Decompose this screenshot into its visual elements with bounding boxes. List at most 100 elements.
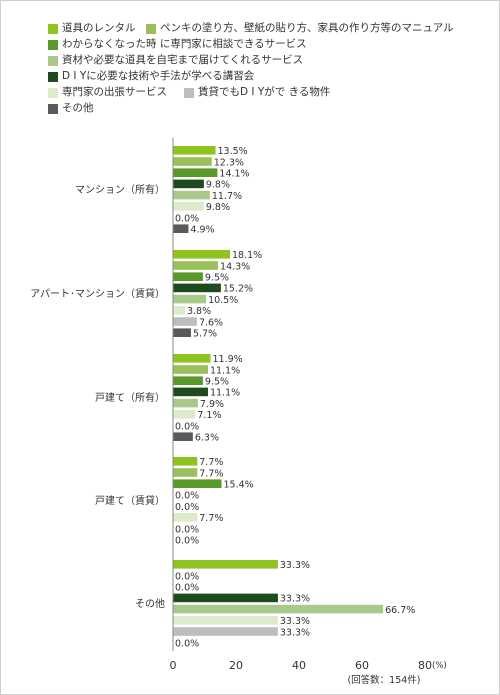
legend-swatch (48, 55, 58, 66)
data-label: 14.3% (220, 261, 250, 272)
legend-swatch (146, 23, 156, 34)
data-label: 0.0% (175, 421, 199, 432)
bar (173, 479, 222, 488)
data-label: 10.5% (208, 295, 238, 306)
bar (173, 306, 185, 315)
legend-label: わからなくなった時 に専門家に相談できるサービス (62, 38, 307, 50)
legend-label: ペンキの塗り方、壁紙の貼り方、家具の作り方等のマニュアル (160, 22, 454, 34)
x-tick-label: 20 (229, 659, 243, 672)
bar (173, 168, 218, 177)
bar (173, 250, 231, 259)
category-label: その他 (135, 597, 165, 610)
bar (173, 354, 211, 363)
legend-label: 道具のレンタル (62, 22, 136, 34)
data-label: 14.1% (219, 169, 249, 180)
data-label: 4.9% (190, 225, 214, 236)
bar (173, 261, 219, 270)
bar (173, 627, 278, 636)
bar (173, 560, 278, 569)
x-axis-unit: (%) (432, 661, 447, 671)
data-label: 3.8% (187, 306, 211, 317)
data-label: 9.8% (206, 202, 230, 213)
legend-swatch (48, 103, 58, 114)
legend-item-delivery: 資材や必要な道具を自宅まで届けてくれるサービス (48, 54, 303, 67)
legend-label: 賃貸でもD I Yがで きる物件 (198, 86, 331, 98)
legend-item-rental-property: 賃貸でもD I Yがで きる物件 (184, 86, 330, 99)
data-label: 7.7% (199, 468, 223, 479)
legend-item-consult: わからなくなった時 に専門家に相談できるサービス (48, 38, 307, 51)
bar (173, 387, 208, 397)
bar (173, 294, 207, 304)
data-label: 18.1% (232, 250, 262, 261)
legend-label: 専門家の出張サービス (62, 86, 167, 98)
legend-label: 資材や必要な道具を自宅まで届けてくれるサービス (62, 54, 304, 66)
data-label: 0.0% (175, 491, 199, 502)
bar (173, 376, 203, 385)
legend-swatch (48, 71, 58, 82)
legend-swatch (48, 23, 58, 34)
bar (173, 593, 278, 603)
legend-item-workshop: D I Yに必要な技術や手法が学べる講習会 (48, 70, 254, 83)
bars (173, 146, 384, 636)
bar (173, 410, 196, 419)
data-label: 33.3% (280, 560, 310, 571)
bar (173, 398, 198, 408)
data-label: 9.5% (205, 377, 229, 388)
data-label: 0.0% (175, 583, 199, 594)
data-label: 6.3% (195, 433, 219, 444)
category-label: 戸建て（賃貸） (95, 494, 165, 507)
bar (173, 146, 216, 155)
data-label: 13.5% (218, 146, 248, 157)
bar (173, 157, 212, 166)
data-label: 15.4% (224, 480, 254, 491)
bar (173, 328, 191, 337)
data-label: 15.2% (223, 284, 253, 295)
data-label: 7.6% (199, 317, 223, 328)
data-label: 0.0% (175, 524, 199, 535)
bar (173, 365, 208, 374)
bar (173, 272, 203, 281)
legend-item-other: その他 (48, 102, 94, 115)
legend-swatch (48, 39, 58, 50)
bar (173, 317, 197, 326)
legend-label: その他 (62, 102, 94, 114)
category-label: 戸建て（所有） (95, 391, 165, 404)
data-label: 0.0% (175, 502, 199, 513)
x-tick-label: 0 (170, 659, 177, 672)
category-label: アパート･マンション（賃貸） (30, 287, 165, 300)
data-label: 0.0% (175, 213, 199, 224)
data-label: 7.1% (197, 410, 221, 421)
data-label: 0.0% (175, 571, 199, 582)
data-label: 5.7% (193, 329, 217, 340)
bar (173, 202, 204, 211)
bar (173, 513, 198, 522)
bar (173, 468, 198, 477)
data-label: 12.3% (214, 157, 244, 168)
x-tick-label: 80 (418, 659, 432, 672)
legend-swatch (48, 87, 58, 98)
category-label: マンション（所有） (75, 183, 165, 196)
bar (173, 190, 210, 200)
bar (173, 283, 221, 293)
data-label: 0.0% (175, 639, 199, 650)
data-label: 7.7% (199, 513, 223, 524)
bar (173, 457, 198, 466)
legend-item-visit: 専門家の出張サービス (48, 86, 167, 99)
bar (173, 432, 193, 441)
data-label: 9.5% (205, 273, 229, 284)
data-label: 0.0% (175, 536, 199, 547)
data-label: 66.7% (385, 605, 415, 616)
bar (173, 224, 189, 233)
value-labels: 13.5%12.3%14.1%9.8%11.7%9.8%0.0%4.9%18.1… (175, 146, 415, 649)
legend-swatch (184, 87, 194, 98)
x-tick-label: 60 (355, 659, 369, 672)
legend-item-rental: 道具のレンタル (48, 22, 136, 35)
data-label: 33.3% (280, 616, 310, 627)
bar (173, 604, 384, 614)
legend-label: D I Yに必要な技術や手法が学べる講習会 (62, 70, 255, 82)
data-label: 11.1% (210, 365, 240, 376)
data-label: 9.8% (206, 180, 230, 191)
bar (173, 616, 278, 625)
